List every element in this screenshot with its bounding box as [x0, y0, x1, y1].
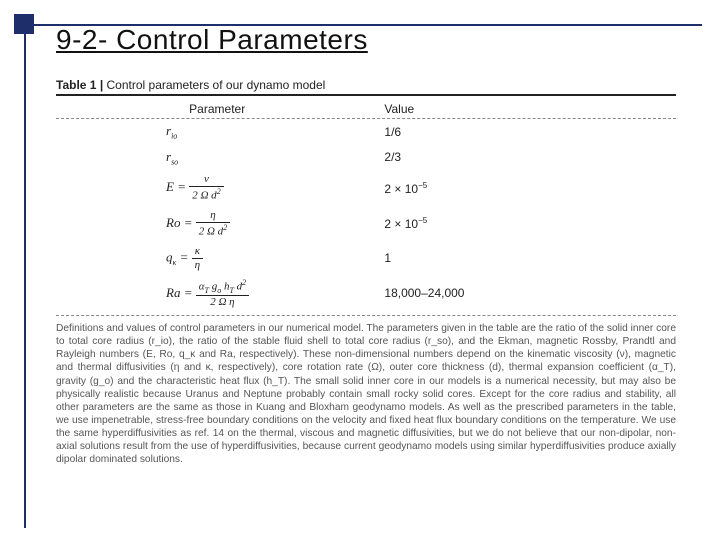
table-row: E = ν2 Ω d22 × 10−5	[56, 170, 676, 206]
table-caption-label: Table 1	[56, 78, 96, 92]
table-rule-top	[56, 94, 676, 96]
table-row: qκ = κη1	[56, 242, 676, 275]
param-cell: Ro = η2 Ω d2	[56, 206, 378, 242]
param-cell: rio	[56, 119, 378, 145]
value-cell: 2 × 10−5	[378, 206, 676, 242]
table-caption: Table 1 | Control parameters of our dyna…	[56, 78, 676, 92]
value-cell: 1	[378, 242, 676, 275]
params-table: Parameter Value rio1/6rso2/3E = ν2 Ω d22…	[56, 100, 676, 312]
value-cell: 2 × 10−5	[378, 170, 676, 206]
table-row: Ra = αT go hT d22 Ω η18,000–24,000	[56, 275, 676, 313]
slide-title: 9-2- Control Parameters	[56, 24, 368, 56]
corner-decoration	[14, 14, 34, 34]
param-cell: qκ = κη	[56, 242, 378, 275]
param-cell: rso	[56, 145, 378, 171]
header-parameter: Parameter	[56, 100, 378, 118]
content-area: Table 1 | Control parameters of our dyna…	[56, 78, 676, 466]
vertical-rule	[24, 34, 26, 528]
table-caption-text: Control parameters of our dynamo model	[107, 78, 326, 92]
table-row: rio1/6	[56, 119, 676, 145]
value-cell: 18,000–24,000	[378, 275, 676, 313]
table-row: Ro = η2 Ω d22 × 10−5	[56, 206, 676, 242]
param-cell: E = ν2 Ω d2	[56, 170, 378, 206]
header-value: Value	[378, 100, 676, 118]
table-footnote: Definitions and values of control parame…	[56, 322, 676, 466]
table-row: rso2/3	[56, 145, 676, 171]
param-cell: Ra = αT go hT d22 Ω η	[56, 275, 378, 313]
value-cell: 2/3	[378, 145, 676, 171]
value-cell: 1/6	[378, 119, 676, 145]
table-rule-bottom	[56, 315, 676, 316]
